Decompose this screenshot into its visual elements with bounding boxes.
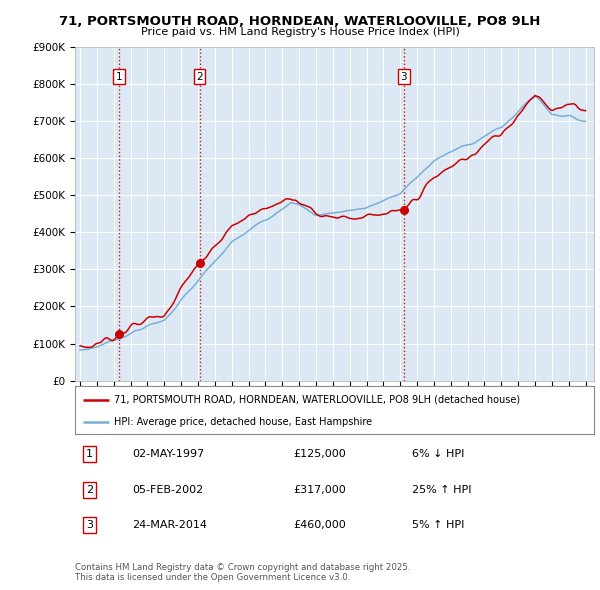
- Text: 5% ↑ HPI: 5% ↑ HPI: [412, 520, 465, 530]
- Text: £125,000: £125,000: [293, 450, 346, 459]
- Text: 25% ↑ HPI: 25% ↑ HPI: [412, 485, 472, 494]
- Text: 3: 3: [401, 72, 407, 82]
- Text: £460,000: £460,000: [293, 520, 346, 530]
- Text: £317,000: £317,000: [293, 485, 346, 494]
- Text: 3: 3: [86, 520, 93, 530]
- Text: Price paid vs. HM Land Registry's House Price Index (HPI): Price paid vs. HM Land Registry's House …: [140, 27, 460, 37]
- Text: 6% ↓ HPI: 6% ↓ HPI: [412, 450, 465, 459]
- Text: 1: 1: [116, 72, 122, 82]
- Text: 2: 2: [196, 72, 203, 82]
- Text: Contains HM Land Registry data © Crown copyright and database right 2025.
This d: Contains HM Land Registry data © Crown c…: [75, 563, 410, 582]
- Text: 2: 2: [86, 485, 93, 494]
- Text: 71, PORTSMOUTH ROAD, HORNDEAN, WATERLOOVILLE, PO8 9LH (detached house): 71, PORTSMOUTH ROAD, HORNDEAN, WATERLOOV…: [114, 395, 520, 405]
- Text: 1: 1: [86, 450, 93, 459]
- Text: HPI: Average price, detached house, East Hampshire: HPI: Average price, detached house, East…: [114, 417, 372, 427]
- Text: 71, PORTSMOUTH ROAD, HORNDEAN, WATERLOOVILLE, PO8 9LH: 71, PORTSMOUTH ROAD, HORNDEAN, WATERLOOV…: [59, 15, 541, 28]
- Text: 05-FEB-2002: 05-FEB-2002: [132, 485, 203, 494]
- Text: 02-MAY-1997: 02-MAY-1997: [132, 450, 205, 459]
- Text: 24-MAR-2014: 24-MAR-2014: [132, 520, 207, 530]
